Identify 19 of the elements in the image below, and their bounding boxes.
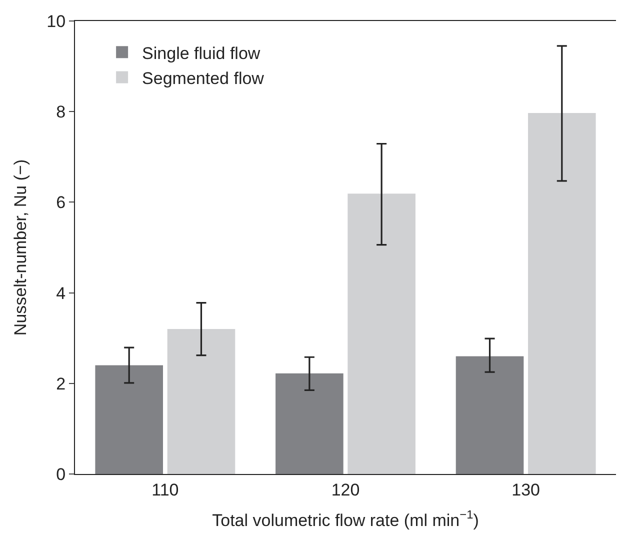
x-tick-label: 110 [152, 480, 179, 500]
bar [348, 194, 416, 474]
bar [95, 365, 163, 474]
x-tick-label: 130 [512, 480, 540, 500]
y-tick-label: 10 [46, 12, 66, 31]
x-tick-label: 120 [331, 480, 360, 500]
bar [276, 373, 344, 474]
legend-label: Segmented flow [142, 68, 265, 88]
y-tick-label: 2 [56, 374, 66, 394]
bar [167, 329, 236, 474]
y-tick-label: 4 [56, 284, 66, 303]
y-tick-label: 6 [56, 193, 66, 212]
x-axis-title: Total volumetric flow rate (ml min$^{−1}$) [212, 508, 479, 530]
y-axis-title: Nusselt-number, Nu (−) [11, 159, 30, 336]
y-tick-label: 0 [56, 464, 66, 484]
legend-label: Single fluid flow [142, 44, 261, 63]
bar [456, 356, 524, 474]
bar [528, 112, 596, 474]
y-tick-label: 8 [56, 102, 66, 122]
